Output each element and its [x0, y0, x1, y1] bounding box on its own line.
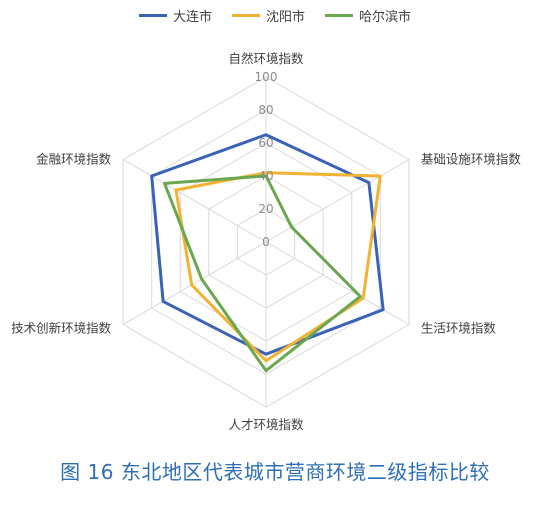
axis-label: 人才环境指数 [228, 417, 304, 432]
legend-swatch [325, 14, 353, 17]
axis-label: 自然环境指数 [228, 51, 304, 66]
figure-caption: 图 16 东北地区代表城市营商环境二级指标比较 [60, 460, 490, 484]
legend-swatch [231, 14, 260, 17]
legend-item: 哈尔滨市 [325, 6, 411, 25]
legend-item: 大连市 [138, 6, 212, 25]
grid-spoke [265, 159, 410, 243]
grid-spoke [265, 241, 410, 325]
series-line-0 [150, 133, 385, 356]
legend-label: 哈尔滨市 [359, 10, 412, 25]
tick-label: 100 [255, 70, 278, 84]
legend: 大连市 沈阳市 哈尔滨市 [0, 6, 550, 25]
tick-label: 20 [258, 202, 273, 216]
grid-spoke [122, 241, 267, 325]
axis-label: 基础设施环境指数 [421, 152, 522, 167]
legend-label: 大连市 [172, 10, 212, 25]
axis-label: 金融环境指数 [36, 152, 112, 167]
tick-label: 40 [258, 169, 273, 183]
legend-item: 沈阳市 [231, 6, 305, 25]
series-line-1 [174, 171, 382, 363]
tick-label: 0 [262, 235, 270, 249]
tick-label: 80 [258, 103, 273, 117]
axis-label: 生活环境指数 [421, 321, 497, 336]
legend-swatch [138, 14, 167, 17]
series-line-2 [163, 174, 362, 373]
axis-label: 技术创新环境指数 [11, 321, 112, 336]
tick-label: 60 [258, 136, 273, 150]
legend-label: 沈阳市 [265, 10, 305, 25]
grid-spoke [122, 159, 267, 243]
